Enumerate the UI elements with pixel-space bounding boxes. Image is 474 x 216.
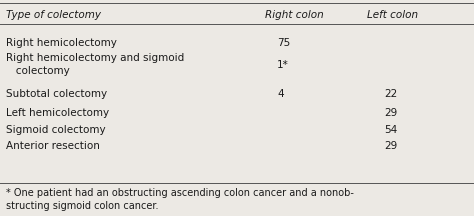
Text: Right colon: Right colon xyxy=(265,10,324,20)
Text: Type of colectomy: Type of colectomy xyxy=(6,10,100,20)
Text: 4: 4 xyxy=(277,89,284,99)
Text: 54: 54 xyxy=(384,125,397,135)
Text: 29: 29 xyxy=(384,108,397,118)
Text: Sigmoid colectomy: Sigmoid colectomy xyxy=(6,125,105,135)
Text: Left hemicolectomy: Left hemicolectomy xyxy=(6,108,109,118)
Text: 29: 29 xyxy=(384,141,397,151)
Text: Left colon: Left colon xyxy=(367,10,419,20)
Text: 1*: 1* xyxy=(277,60,289,70)
Text: Right hemicolectomy and sigmoid
   colectomy: Right hemicolectomy and sigmoid colectom… xyxy=(6,53,184,76)
Text: Anterior resection: Anterior resection xyxy=(6,141,100,151)
Text: 22: 22 xyxy=(384,89,397,99)
Text: 75: 75 xyxy=(277,38,291,48)
Text: * One patient had an obstructing ascending colon cancer and a nonob-
structing s: * One patient had an obstructing ascendi… xyxy=(6,188,354,211)
Text: Subtotal colectomy: Subtotal colectomy xyxy=(6,89,107,99)
Text: Right hemicolectomy: Right hemicolectomy xyxy=(6,38,117,48)
